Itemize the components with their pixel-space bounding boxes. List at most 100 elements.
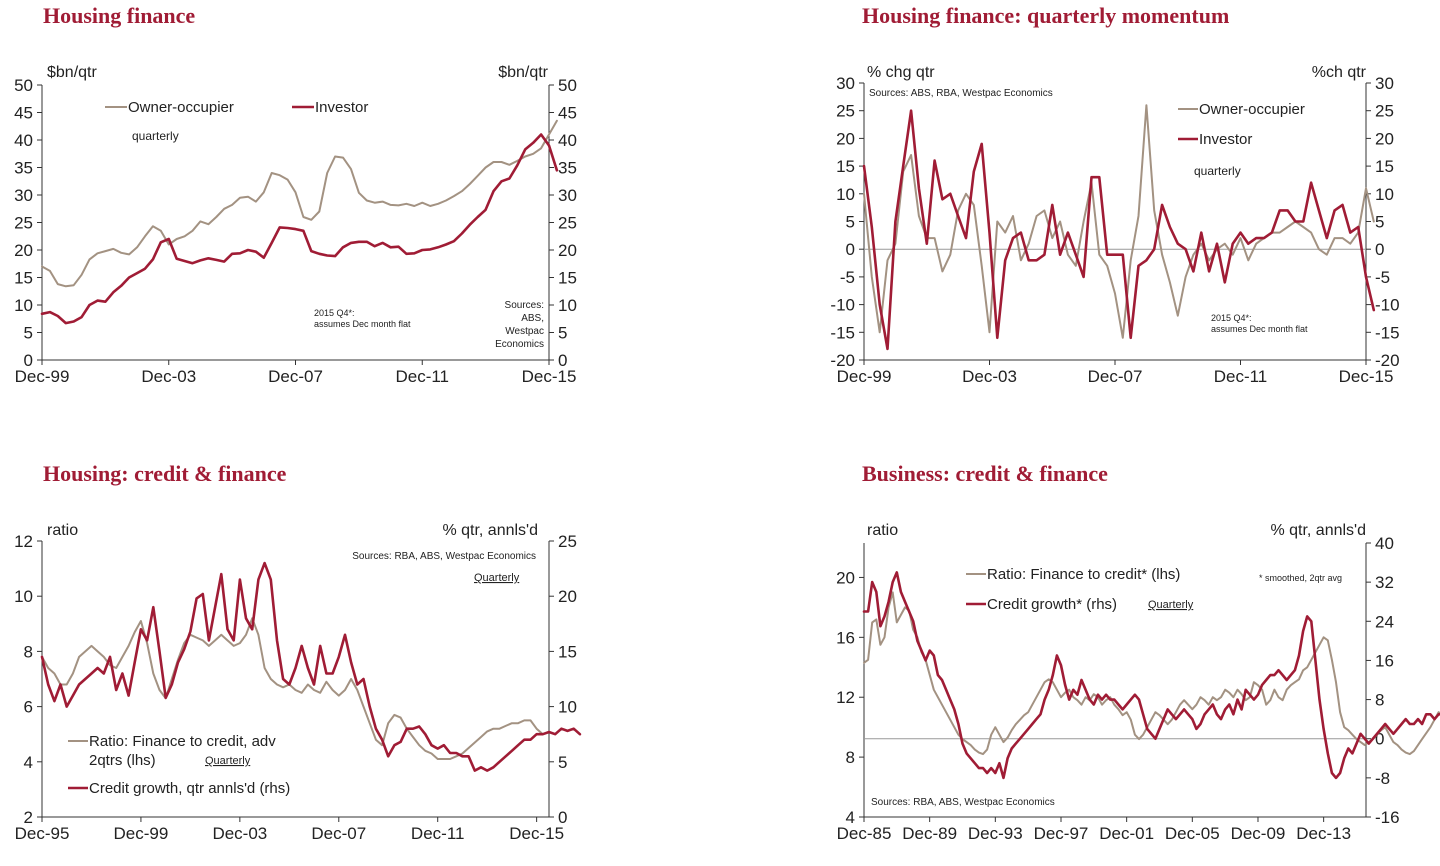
x-tick-label: Dec-11 [411,824,465,843]
y-tick-label-right: 20 [558,241,577,260]
y-tick-label-right: 40 [1375,534,1394,553]
chart-2-title: Housing finance: quarterly momentum [862,3,1230,28]
right-axis-unit: % qtr, annls'd [442,522,538,539]
x-tick-label: Dec-89 [902,824,957,843]
x-tick-label: Dec-15 [522,367,577,386]
legend-ratio-2: 2qtrs (lhs) [89,752,156,769]
y-tick-label-right: 15 [558,642,577,661]
annotation-smoothed: * smoothed, 2qtr avg [1259,573,1342,583]
x-tick-label: Dec-15 [1339,367,1394,386]
y-tick-label-right: -15 [1375,323,1400,342]
x-tick-label: Dec-99 [15,367,70,386]
chart-1-title: Housing finance [43,3,196,28]
chart-3-title: Housing: credit & finance [43,461,287,486]
source-1: Sources: [505,300,544,311]
y-tick-label-right: 0 [1375,730,1384,749]
y-tick-label-left: 0 [24,351,33,370]
y-tick-label-right: 15 [558,269,577,288]
y-tick-label-left: 2 [24,808,33,827]
y-tick-label-right: 5 [558,753,567,772]
source-4: Economics [495,339,544,350]
y-tick-label-right: 0 [1375,240,1384,259]
x-tick-label: Dec-99 [837,367,892,386]
y-tick-label-right: 25 [1375,102,1394,121]
chart-4-title: Business: credit & finance [862,461,1108,486]
right-axis-unit: %ch qtr [1312,64,1367,81]
series-line-b [862,109,1376,351]
x-tick-label: Dec-11 [395,367,449,386]
series-line-b [40,133,559,325]
housing-credit-chart: ratio % qtr, annls'd Sources: RBA, ABS, … [14,522,582,843]
x-tick-label: Dec-97 [1034,824,1089,843]
y-tick-label-left: 15 [14,269,33,288]
legend-owner: Owner-occupier [1199,101,1305,118]
y-tick-label-right: 25 [558,214,577,233]
y-tick-label-left: 5 [846,213,855,232]
sources: Sources: RBA, ABS, Westpac Economics [352,551,536,562]
y-tick-label-right: 35 [558,159,577,178]
source-3: Westpac [505,326,544,337]
series-line-b [40,561,582,772]
y-tick-label-left: 30 [14,186,33,205]
legend-investor: Investor [315,99,368,116]
x-tick-label: Dec-09 [1231,824,1286,843]
y-tick-label-left: 12 [836,688,855,707]
x-tick-label: Dec-11 [1214,367,1268,386]
y-tick-label-left: 8 [24,642,33,661]
annotation-q4-2: assumes Dec month flat [1211,324,1308,334]
y-tick-label-left: 8 [846,748,855,767]
y-tick-label-left: 10 [836,185,855,204]
legend-credit: Credit growth, qtr annls'd (rhs) [89,780,290,797]
y-tick-label-right: 32 [1375,573,1394,592]
legend-ratio: Ratio: Finance to credit* (lhs) [987,566,1180,583]
y-tick-label-left: -10 [830,296,855,315]
y-tick-label-right: 0 [558,351,567,370]
legend-credit: Credit growth* (rhs) [987,596,1117,613]
y-tick-label-right: 15 [1375,157,1394,176]
x-tick-label: Dec-07 [1088,367,1143,386]
series-line-a [863,591,1440,756]
y-tick-label-left: 25 [14,214,33,233]
x-tick-label: Dec-13 [1296,824,1351,843]
y-tick-label-left: 5 [24,324,33,343]
y-tick-label-right: 50 [558,76,577,95]
y-tick-label-left: 40 [14,131,33,150]
series-line-a [863,104,1375,339]
x-tick-label: Dec-85 [837,824,892,843]
y-tick-label-right: 25 [558,532,577,551]
business-credit-chart: ratio % qtr, annls'd Ratio: Finance to c… [836,522,1440,843]
y-tick-label-right: 10 [1375,185,1394,204]
annotation-q4-1: 2015 Q4*: [1211,313,1252,323]
annotation-quarterly-2: Quarterly [205,755,251,767]
left-axis-unit: ratio [47,522,78,539]
y-tick-label-right: 20 [558,587,577,606]
x-tick-label: Dec-03 [212,824,267,843]
x-tick-label: Dec-99 [114,824,169,843]
annotation-q4-2: assumes Dec month flat [314,319,411,329]
y-tick-label-left: 20 [836,568,855,587]
y-tick-label-left: 50 [14,76,33,95]
y-tick-label-right: 45 [558,104,577,123]
left-axis-unit: % chg qtr [867,64,935,81]
y-tick-label-left: 25 [836,102,855,121]
annotation-q4-1: 2015 Q4*: [314,308,355,318]
right-axis-unit: % qtr, annls'd [1270,522,1366,539]
y-tick-label-right: 30 [1375,74,1394,93]
y-tick-label-left: 0 [846,240,855,259]
y-tick-label-left: 4 [846,808,855,827]
y-tick-label-left: 16 [836,628,855,647]
legend-ratio-1: Ratio: Finance to credit, adv [89,733,276,750]
series-line-a [41,119,558,288]
y-tick-label-left: -5 [840,268,855,287]
y-tick-label-right: -20 [1375,351,1400,370]
y-tick-label-right: 8 [1375,691,1384,710]
y-tick-label-right: 0 [558,808,567,827]
annotation-quarterly: Quarterly [1148,599,1194,611]
y-tick-label-right: -5 [1375,268,1390,287]
y-tick-label-left: 4 [24,753,33,772]
y-tick-label-right: 5 [558,324,567,343]
y-tick-label-right: -10 [1375,296,1400,315]
annotation-quarterly: quarterly [1194,164,1241,178]
y-tick-label-left: 12 [14,532,33,551]
y-tick-label-left: 45 [14,104,33,123]
